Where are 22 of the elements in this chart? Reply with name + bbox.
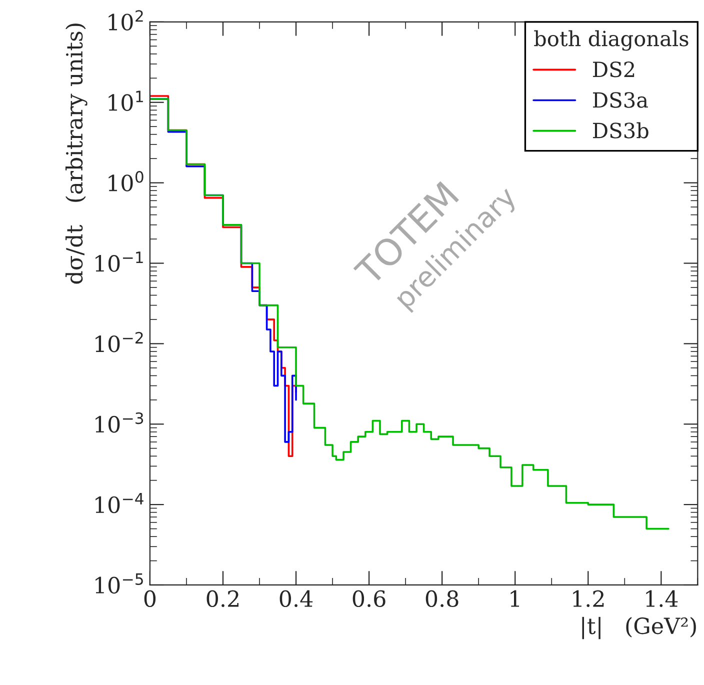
x-axis-title: |t| (GeV²): [582, 616, 696, 640]
y-tick-label: 10$^{2}$: [108, 10, 143, 31]
legend-label: DS3a: [593, 92, 648, 108]
y-tick-label: 10$^{1}$: [108, 90, 143, 111]
x-tick-label: 1: [510, 590, 520, 607]
x-tick-label: 0.2: [206, 590, 238, 608]
legend-title: both diagonals: [534, 30, 688, 51]
x-tick-label: 0.6: [352, 590, 386, 608]
x-tick-label: 0.4: [280, 590, 313, 608]
x-tick-label: 1.4: [646, 590, 678, 608]
y-axis-title: dσ/dt (arbitrary units): [65, 24, 88, 284]
legend-label: DS2: [593, 61, 634, 78]
x-tick-label: 0: [144, 590, 156, 608]
x-tick-label: 0.8: [426, 590, 458, 608]
legend-label: DS3b: [593, 122, 648, 138]
y-tick-label: 10$^{−4}$: [96, 492, 144, 514]
y-tick-label: 10$^{−1}$: [96, 252, 143, 272]
x-tick-label: 1.2: [573, 590, 604, 608]
y-tick-label: 10$^{−3}$: [96, 412, 144, 433]
y-tick-label: 10$^{−5}$: [96, 573, 143, 594]
y-tick-label: 10$^{0}$: [108, 171, 144, 192]
y-tick-label: 10$^{−2}$: [96, 332, 143, 352]
